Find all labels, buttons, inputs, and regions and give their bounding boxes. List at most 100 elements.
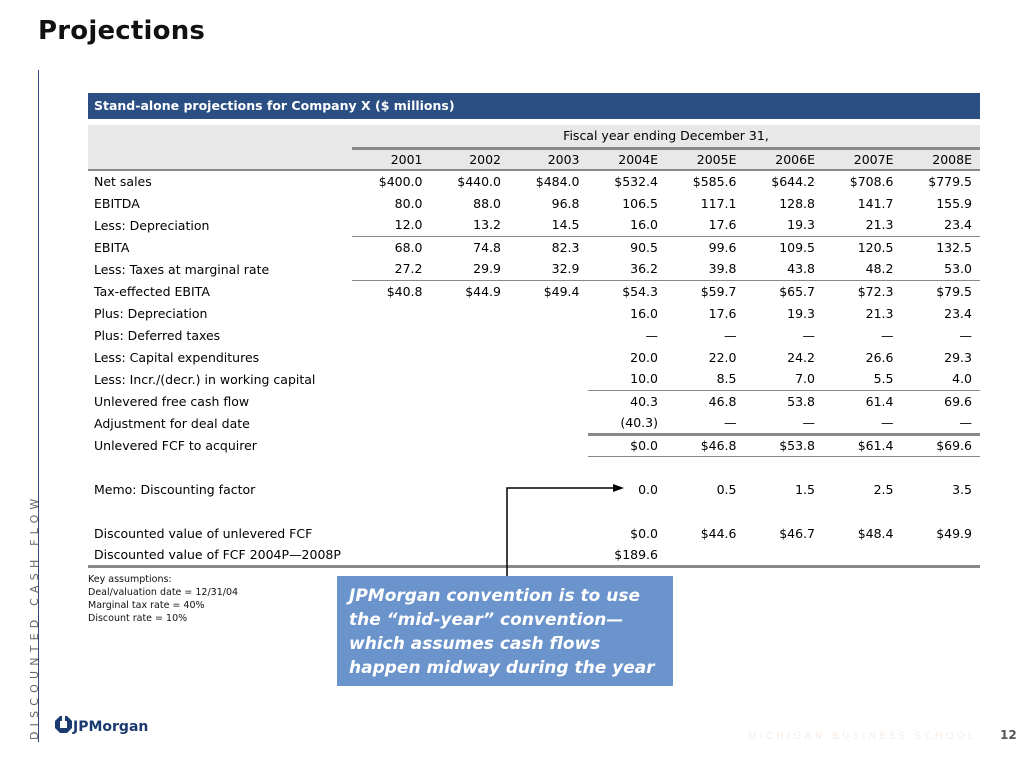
cell-value: $61.4: [823, 434, 902, 457]
cell-value: 19.3: [787, 305, 815, 321]
cell-value: 90.5: [630, 239, 658, 255]
cell-value: 68.0: [394, 239, 423, 255]
section-divider: [38, 70, 39, 742]
cell-value: $708.6: [849, 174, 894, 189]
table-row: Less: Taxes at marginal rate 27.2 29.9 32.9…: [88, 258, 980, 281]
cell-value: $69.6: [901, 434, 980, 457]
cell-value: 13.2: [430, 214, 509, 237]
cell-value: $46.7: [779, 525, 815, 541]
cell-value: 29.9: [430, 258, 509, 281]
row-label: Unlevered FCF to acquirer: [94, 437, 257, 453]
octagon-logo-icon: [55, 716, 72, 733]
fiscal-year-header: Fiscal year ending December 31,: [352, 125, 980, 150]
key-assumptions-heading: Key assumptions:: [88, 574, 172, 585]
cell-value: 128.8: [779, 195, 815, 211]
cell-value: [430, 544, 509, 568]
table-row: Tax-effected EBITA $40.8 $44.9 $49.4 $54.3 $5…: [88, 280, 980, 302]
cell-value: 10.0: [587, 368, 666, 391]
cell-value: $779.5: [928, 174, 972, 189]
table-row: Adjustment for deal date (40.3) — — — —: [88, 412, 980, 436]
footer-school: MICHIGAN BUSINESS SCHOOL: [748, 731, 977, 742]
cell-value: $53.8: [744, 434, 823, 457]
cell-value: 74.8: [473, 239, 501, 255]
cell-value: 141.7: [857, 195, 894, 211]
row-label: Discounted value of unlevered FCF: [94, 525, 313, 541]
cell-value: 19.3: [744, 214, 823, 237]
page-number: 12: [1000, 728, 1017, 742]
cell-value: 29.3: [944, 349, 972, 365]
cell-value: 24.2: [787, 349, 815, 365]
cell-value: 7.0: [744, 368, 823, 391]
row-label: Adjustment for deal date: [94, 415, 250, 431]
cell-value: 1.5: [795, 481, 815, 497]
cell-value: 82.3: [551, 239, 580, 255]
year-header: 2001: [352, 148, 431, 171]
cell-value: 88.0: [473, 195, 501, 211]
table-row: Discounted value of FCF 2004P—2008P $189.…: [88, 544, 980, 568]
cell-value: $44.6: [700, 525, 737, 541]
table-row: EBITDA 80.0 88.0 96.8 106.5 117.1 128.8 141.7 15…: [88, 192, 980, 214]
cell-value: $40.8: [386, 283, 423, 299]
row-label: Unlevered free cash flow: [94, 393, 250, 409]
assumption-item: Deal/valuation date = 12/31/04: [88, 587, 239, 598]
cell-value: 21.3: [865, 305, 894, 321]
cell-value: —: [744, 412, 823, 436]
cell-value: $59.7: [700, 283, 737, 299]
row-label: Plus: Depreciation: [94, 305, 208, 321]
cell-value: 0.5: [716, 481, 737, 497]
cell-value: 3.5: [952, 481, 972, 497]
year-header: 2002: [430, 148, 509, 171]
cell-value: —: [959, 327, 973, 343]
cell-value: $65.7: [779, 283, 815, 299]
cell-value: 23.4: [901, 214, 980, 237]
cell-value: —: [724, 327, 737, 343]
cell-value: 8.5: [666, 368, 745, 391]
cell-value: 53.0: [901, 258, 980, 281]
cell-value: —: [881, 327, 894, 343]
cell-value: 36.2: [587, 258, 666, 281]
cell-value: 96.8: [551, 195, 580, 211]
cell-value: $0.0: [630, 525, 658, 541]
cell-value: 132.5: [936, 239, 972, 255]
cell-value: [352, 544, 431, 568]
cell-value: 117.1: [700, 195, 737, 211]
cell-value: $79.5: [936, 283, 972, 299]
jpmorgan-logo: JPMorgan: [55, 716, 148, 735]
row-label: EBITDA: [94, 195, 140, 211]
cell-value: 61.4: [865, 393, 894, 409]
row-label: Memo: Discounting factor: [94, 481, 256, 497]
cell-value: $0.0: [587, 434, 666, 457]
cell-value: 40.3: [630, 393, 658, 409]
table-row: Plus: Depreciation 16.0 17.6 19.3 21.3 23.4: [88, 302, 980, 324]
cell-value: 48.2: [823, 258, 902, 281]
row-label: Less: Capital expenditures: [94, 349, 260, 365]
cell-value: 69.6: [944, 393, 972, 409]
cell-value: 0.0: [638, 481, 658, 497]
cell-value: 22.0: [708, 349, 737, 365]
year-header: 2007E: [823, 148, 902, 171]
cell-value: 2.5: [873, 481, 894, 497]
projections-table: Fiscal year ending December 31, 2001 2002…: [88, 125, 980, 568]
cell-value: [509, 544, 588, 568]
cell-value: 80.0: [394, 195, 423, 211]
cell-value: 27.2: [352, 258, 431, 281]
row-label: Less: Taxes at marginal rate: [94, 261, 270, 277]
row-label: Tax-effected EBITA: [94, 283, 210, 299]
cell-value: 16.0: [630, 305, 658, 321]
row-label: Less: Depreciation: [94, 217, 210, 233]
year-header: 2006E: [744, 148, 823, 171]
cell-value: 53.8: [787, 393, 815, 409]
cell-value: 5.5: [823, 368, 902, 391]
table-row: Memo: Discounting factor 0.0 0.5 1.5 2.5 3.5: [88, 478, 980, 500]
cell-value: 17.6: [666, 214, 745, 237]
cell-value: 12.0: [352, 214, 431, 237]
year-header: 2005E: [666, 148, 745, 171]
cell-value: $644.2: [771, 174, 815, 189]
cell-value: [744, 544, 823, 568]
cell-value: 39.8: [666, 258, 745, 281]
cell-value: [666, 544, 745, 568]
table-row: Less: Depreciation 12.0 13.2 14.5 16.0 17.6 19…: [88, 214, 980, 237]
cell-value: 109.5: [779, 239, 815, 255]
cell-value: —: [666, 412, 745, 436]
row-label: Plus: Deferred taxes: [94, 327, 221, 343]
